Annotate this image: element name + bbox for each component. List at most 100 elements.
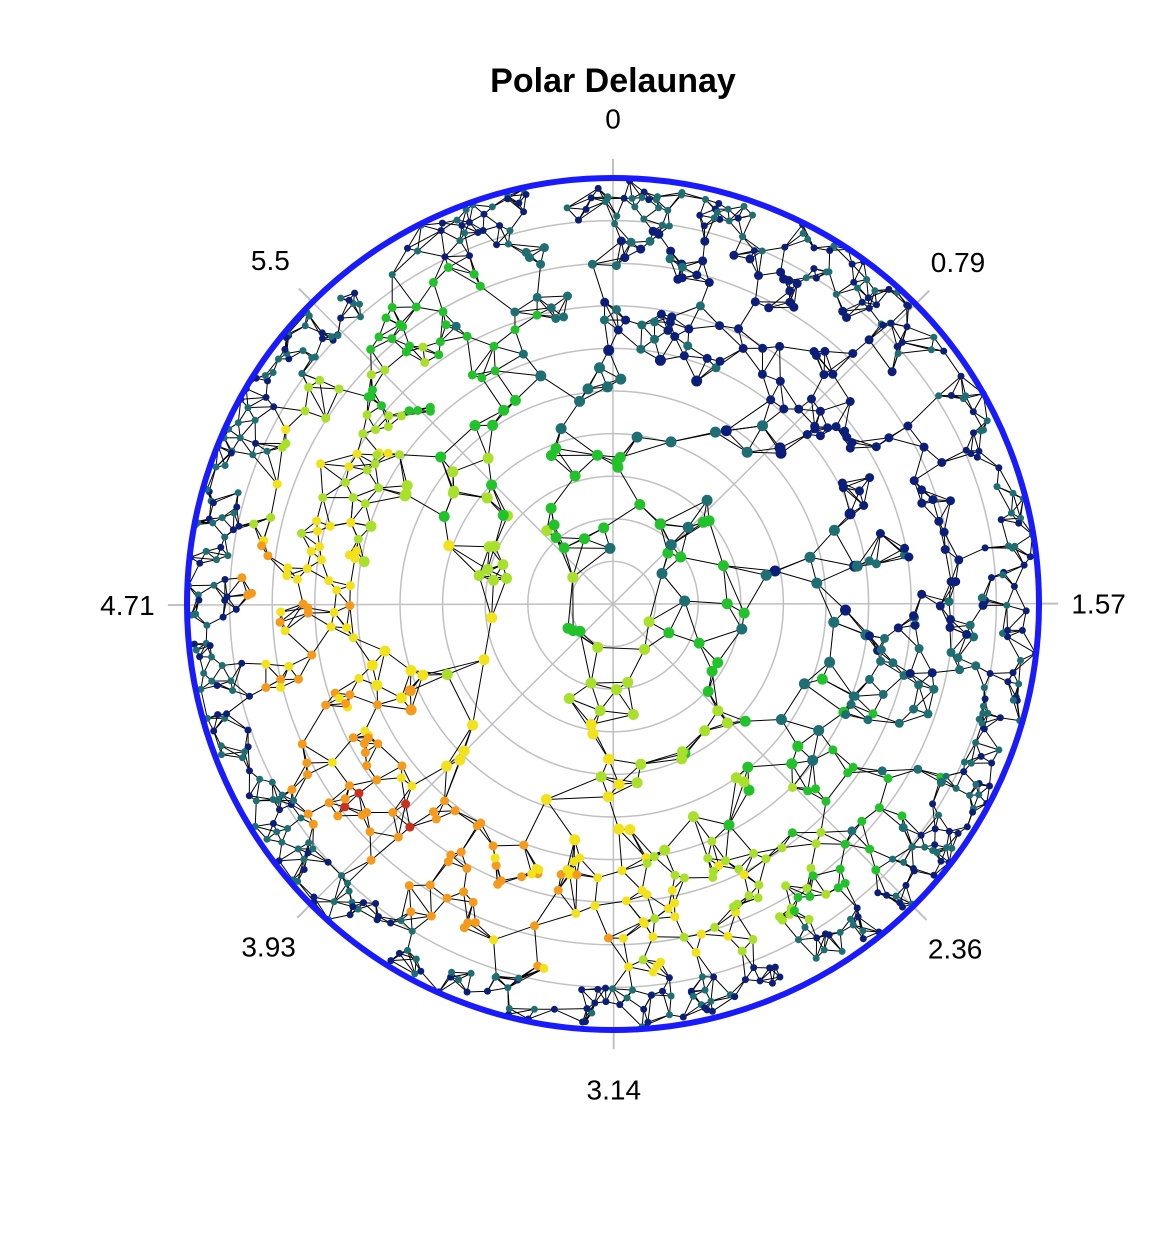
delaunay-edge xyxy=(303,858,329,863)
data-point xyxy=(472,821,482,831)
data-point xyxy=(811,839,821,849)
data-point xyxy=(587,259,597,269)
data-point xyxy=(197,685,205,693)
delaunay-edge xyxy=(546,796,609,800)
delaunay-edge xyxy=(331,762,350,786)
data-point xyxy=(488,574,499,586)
data-point xyxy=(616,236,626,246)
data-point xyxy=(325,521,335,531)
data-point xyxy=(640,1005,648,1013)
data-point xyxy=(362,808,372,817)
delaunay-edge xyxy=(491,578,507,618)
data-point xyxy=(638,955,648,965)
data-point xyxy=(559,312,569,322)
data-point xyxy=(698,973,706,981)
data-point xyxy=(510,325,520,335)
data-point xyxy=(450,806,460,816)
delaunay-edge xyxy=(695,952,715,978)
delaunay-edge xyxy=(399,454,441,458)
data-point xyxy=(609,985,617,993)
delaunay-edge xyxy=(523,799,547,846)
data-point xyxy=(700,236,710,246)
data-point xyxy=(978,600,988,610)
data-point xyxy=(838,947,846,955)
delaunay-edge xyxy=(226,695,250,715)
data-point xyxy=(261,659,271,669)
delaunay-edge xyxy=(648,573,663,622)
data-point xyxy=(914,680,924,690)
delaunay-edge xyxy=(743,858,767,876)
data-point xyxy=(456,847,466,857)
delaunay-edge xyxy=(902,341,932,351)
data-point xyxy=(297,814,305,822)
delaunay-edge xyxy=(349,605,354,638)
delaunay-edge xyxy=(833,245,853,265)
data-point xyxy=(340,794,350,804)
delaunay-edge xyxy=(880,660,905,676)
delaunay-edge xyxy=(761,346,781,375)
data-point xyxy=(519,840,529,850)
data-point xyxy=(372,450,382,460)
delaunay-edge xyxy=(466,335,495,347)
data-point xyxy=(227,449,235,457)
data-point xyxy=(530,921,539,931)
data-point xyxy=(717,560,729,572)
data-point xyxy=(679,351,689,361)
data-point xyxy=(252,439,259,447)
data-point xyxy=(330,898,338,906)
data-point xyxy=(578,986,586,994)
data-point xyxy=(489,341,499,351)
angular-tick-label: 5.5 xyxy=(251,245,290,276)
data-point xyxy=(504,984,512,992)
delaunay-edge xyxy=(391,250,418,275)
data-point xyxy=(261,372,269,380)
data-point xyxy=(823,423,832,433)
delaunay-edge xyxy=(878,778,889,808)
data-point xyxy=(434,350,444,360)
data-point xyxy=(679,1013,687,1021)
data-point xyxy=(244,743,252,751)
data-point xyxy=(691,947,701,957)
data-point xyxy=(761,854,771,864)
delaunay-edge xyxy=(472,659,485,726)
data-point xyxy=(334,332,342,339)
delaunay-edge xyxy=(432,282,444,312)
delaunay-edge xyxy=(572,538,585,578)
data-point xyxy=(966,791,974,799)
delaunay-edge xyxy=(1007,636,1021,661)
data-point xyxy=(251,416,259,424)
data-point xyxy=(455,976,462,983)
data-point xyxy=(447,466,459,478)
data-point xyxy=(631,777,643,789)
delaunay-edge xyxy=(717,628,743,663)
data-point xyxy=(620,253,630,263)
data-point xyxy=(532,292,542,302)
data-point xyxy=(801,923,809,931)
data-point xyxy=(235,522,243,530)
delaunay-edge xyxy=(820,831,846,845)
data-point xyxy=(454,754,466,766)
data-point xyxy=(676,753,688,765)
data-point xyxy=(399,490,411,502)
data-point xyxy=(995,746,1003,754)
delaunay-edge xyxy=(604,201,616,224)
delaunay-edge xyxy=(417,250,446,258)
delaunay-edge xyxy=(950,375,962,396)
data-point xyxy=(811,577,823,589)
delaunay-edge xyxy=(415,282,434,308)
angular-tick-mark xyxy=(914,289,930,305)
data-point xyxy=(802,883,812,893)
data-point xyxy=(699,725,711,737)
data-point xyxy=(381,313,391,323)
data-point xyxy=(275,617,285,627)
delaunay-edge xyxy=(684,600,728,605)
data-point xyxy=(739,870,749,880)
data-point xyxy=(857,816,867,826)
delaunay-edge xyxy=(554,1008,588,1010)
data-point xyxy=(996,714,1004,722)
data-point xyxy=(562,622,574,634)
data-point xyxy=(593,873,603,883)
delaunay-edge xyxy=(594,905,609,939)
data-point xyxy=(884,433,894,443)
delaunay-edge xyxy=(1012,493,1021,519)
